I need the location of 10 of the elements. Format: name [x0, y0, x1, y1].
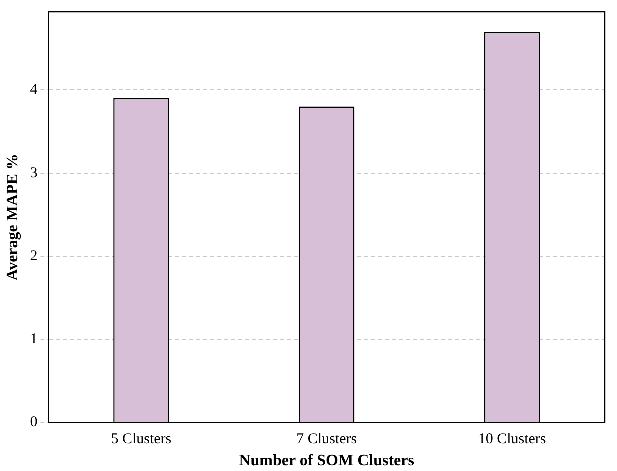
- y-tick-label: 3: [30, 165, 38, 182]
- y-axis-title: Average MAPE %: [4, 154, 22, 281]
- y-tick-label: 2: [30, 248, 38, 264]
- y-tick-label: 0: [30, 414, 38, 431]
- x-tick-label: 7 Clusters: [296, 432, 358, 448]
- x-tick-label: 5 Clusters: [111, 432, 172, 448]
- x-tick-label: 10 Clusters: [478, 432, 546, 448]
- y-tick-label: 4: [30, 82, 38, 98]
- y-tick-label: 1: [30, 332, 38, 348]
- x-axis-title: Number of SOM Clusters: [239, 452, 414, 470]
